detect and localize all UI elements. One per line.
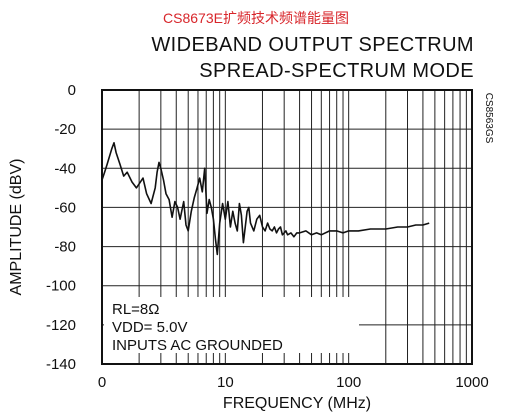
figure-code: CS8563GS <box>483 93 494 144</box>
annotation-inputs: INPUTS AC GROUNDED <box>112 337 283 354</box>
top-title: CS8673E扩频技术频谱能量图 <box>163 10 349 26</box>
y-axis-label: AMPLITUDE (dBV) <box>8 159 25 296</box>
y-tick-label: -40 <box>54 160 76 177</box>
y-tick-label: -80 <box>54 239 76 256</box>
y-tick-label: 0 <box>68 82 76 99</box>
x-tick-label: 100 <box>336 374 361 391</box>
y-tick-label: -100 <box>46 278 76 295</box>
plot-frame <box>101 89 473 365</box>
x-tick-label: 0 <box>98 374 106 391</box>
series-line <box>101 142 430 256</box>
chart-title: WIDEBAND OUTPUT SPECTRUM <box>151 34 474 56</box>
y-tick-label: -20 <box>54 121 76 138</box>
annotation-load: RL=8Ω <box>112 301 160 318</box>
x-tick-label: 10 <box>217 374 234 391</box>
annotation-background <box>104 297 359 353</box>
y-tick-labels: 0 -20 -40 -60 -80 -100 -120 -140 <box>46 82 76 373</box>
annotation-supply: VDD= 5.0V <box>112 319 187 336</box>
x-axis-label: FREQUENCY (MHz) <box>223 395 371 412</box>
y-tick-label: -140 <box>46 356 76 373</box>
chart-subtitle: SPREAD-SPECTRUM MODE <box>199 60 474 82</box>
y-tick-label: -60 <box>54 199 76 216</box>
x-tick-labels: 0 10 100 1000 <box>98 374 489 391</box>
x-tick-label: 1000 <box>455 374 488 391</box>
y-tick-label: -120 <box>46 317 76 334</box>
